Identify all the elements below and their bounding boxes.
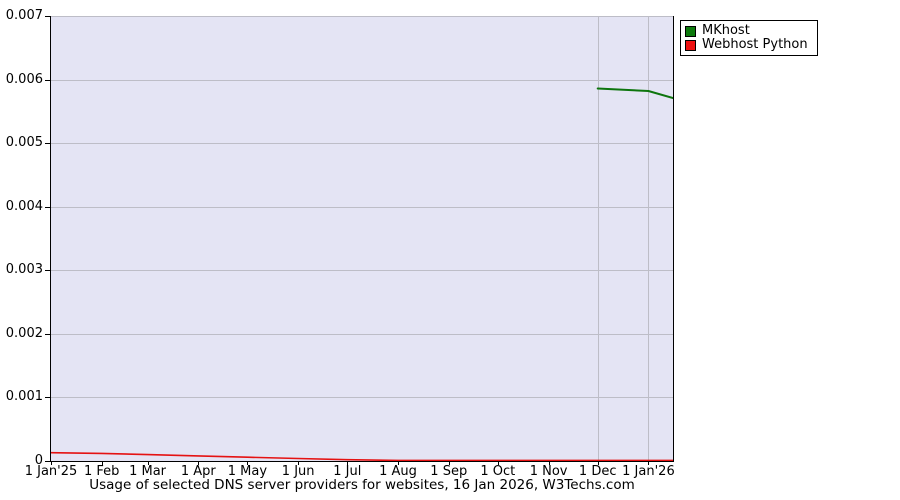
x-axis-label: 1 Jul: [333, 464, 362, 479]
legend-label-mkhost: MKhost: [702, 23, 750, 38]
x-axis-tick: [648, 462, 649, 465]
x-axis-label: 1 Feb: [84, 464, 120, 479]
y-axis-label: 0.006: [5, 71, 43, 87]
legend: MKhost Webhost Python: [680, 20, 818, 56]
y-axis-label: 0.004: [5, 198, 43, 214]
y-axis-tick: [45, 461, 50, 462]
x-axis-tick: [347, 462, 348, 465]
x-axis-tick: [198, 462, 199, 465]
legend-swatch-webhost-python-icon: [685, 39, 696, 51]
x-axis-label: 1 Sep: [430, 464, 468, 479]
x-axis-tick: [549, 462, 550, 465]
y-axis-label: 0.007: [5, 8, 43, 23]
x-axis-label: 1 May: [227, 464, 268, 479]
y-axis-tick: [45, 270, 50, 271]
x-axis-tick: [148, 462, 149, 465]
x-axis-tick: [498, 462, 499, 465]
plot-svg: [51, 16, 673, 461]
x-axis-label: 1 Aug: [379, 464, 417, 479]
series-line-webhost-python: [51, 451, 673, 461]
y-axis-tick: [45, 80, 50, 81]
plot-area: [50, 16, 674, 462]
y-axis-label: 0.002: [5, 325, 43, 341]
legend-item-webhost-python: Webhost Python: [685, 38, 808, 52]
x-axis-tick: [398, 462, 399, 465]
legend-swatch-mkhost-icon: [685, 25, 696, 37]
x-axis-label: 1 Oct: [480, 464, 516, 479]
x-axis-tick: [102, 462, 103, 465]
x-axis-tick: [598, 462, 599, 465]
x-axis-label: 1 Apr: [180, 464, 216, 479]
x-axis-label: 1 Dec: [578, 464, 617, 479]
x-axis-label: 1 Jan'25: [24, 464, 78, 479]
x-axis-label: 1 Mar: [129, 464, 167, 479]
y-axis-label: 0.001: [5, 389, 43, 405]
y-axis-label: 0: [34, 453, 43, 468]
x-axis-label: 1 Jun: [281, 464, 315, 479]
y-axis-label: 0.005: [5, 135, 43, 151]
y-axis-tick: [45, 143, 50, 144]
legend-item-mkhost: MKhost: [685, 24, 808, 38]
chart-title: Usage of selected DNS server providers f…: [89, 477, 635, 493]
x-axis-tick: [247, 462, 248, 465]
y-axis-label: 0.003: [5, 262, 43, 278]
y-axis-tick: [45, 397, 50, 398]
y-axis-tick: [45, 207, 50, 208]
x-axis-tick: [51, 462, 52, 465]
x-axis-tick: [298, 462, 299, 465]
x-axis-label: 1 Jan'26: [622, 464, 675, 479]
y-axis-tick: [45, 16, 50, 17]
x-axis-label: 1 Nov: [529, 464, 568, 479]
x-axis-tick: [449, 462, 450, 465]
legend-label-webhost-python: Webhost Python: [702, 37, 808, 52]
series-line-mkhost: [596, 87, 673, 99]
y-axis-tick: [45, 334, 50, 335]
